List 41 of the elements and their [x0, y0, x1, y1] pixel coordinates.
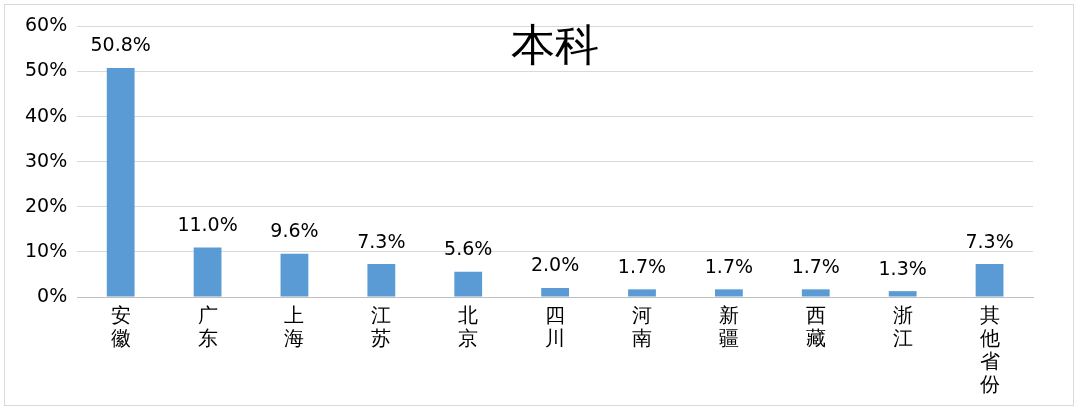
x-tick-label: 上海: [284, 302, 305, 350]
bar: [367, 264, 396, 297]
bar: [541, 287, 570, 297]
bar: [106, 67, 135, 297]
y-tick-label: 10%: [25, 238, 68, 261]
bar: [454, 271, 483, 297]
data-label: 1.7%: [791, 254, 840, 277]
data-label: 7.3%: [965, 229, 1014, 252]
x-tick-label: 西藏: [805, 302, 826, 350]
chart-title: 本科: [511, 19, 600, 71]
y-tick-label: 30%: [25, 148, 68, 171]
data-label: 1.3%: [878, 256, 927, 279]
x-tick-label: 其他省份: [979, 302, 1000, 396]
bar: [628, 289, 656, 297]
data-label: 1.7%: [704, 254, 754, 277]
bar: [975, 264, 1004, 297]
y-tick-label: 60%: [25, 13, 68, 36]
y-tick-label: 20%: [25, 193, 68, 216]
y-tick-label: 40%: [25, 103, 68, 126]
data-label: 2.0%: [530, 253, 580, 276]
x-tick-label: 新疆: [718, 302, 739, 350]
bar: [280, 253, 309, 297]
x-tick-label: 浙江: [892, 302, 913, 350]
x-tick-label: 北京: [458, 302, 479, 350]
x-tick-label: 河南: [632, 302, 652, 350]
bar: [193, 247, 222, 297]
data-label: 11.0%: [177, 212, 238, 235]
data-label: 9.6%: [270, 219, 319, 242]
x-tick-label: 安徽: [110, 302, 131, 350]
y-tick-label: 0%: [37, 283, 68, 306]
data-label: 7.3%: [357, 229, 406, 252]
data-label: 5.6%: [444, 237, 493, 260]
x-tick-label: 江苏: [371, 302, 392, 350]
bar: [801, 289, 830, 297]
bar: [714, 289, 743, 297]
bar: [888, 291, 917, 297]
x-tick-label: 四川: [545, 302, 566, 350]
y-tick-label: 50%: [25, 58, 68, 81]
data-label: 1.7%: [617, 254, 667, 277]
data-label: 50.8%: [90, 33, 151, 56]
x-tick-label: 广东: [197, 302, 218, 350]
